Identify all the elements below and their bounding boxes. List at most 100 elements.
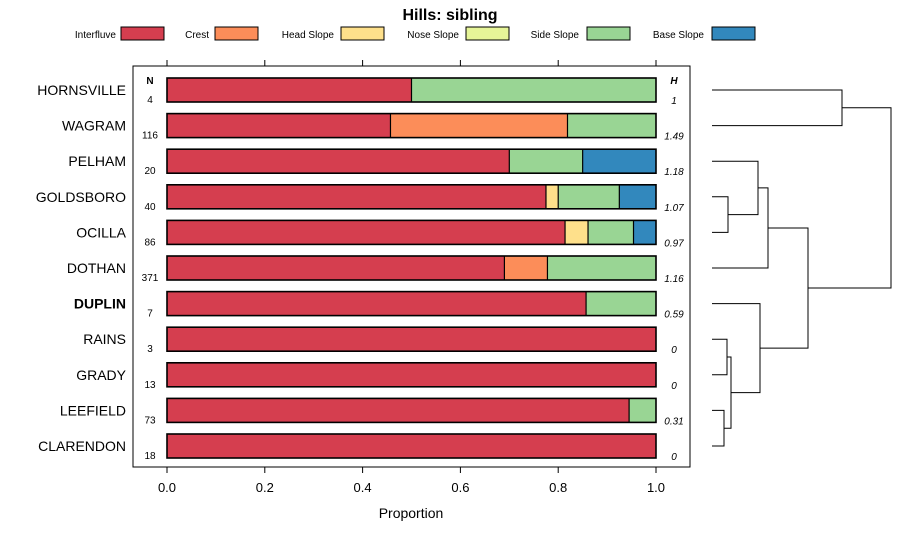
dendrogram-branch (712, 89, 843, 127)
h-value: 0.97 (664, 238, 684, 249)
dendrogram-branch (760, 227, 809, 349)
h-value: 0 (671, 381, 677, 392)
bar-outline (166, 397, 657, 424)
bar-outline (166, 361, 657, 388)
bar-row: LEEFIELD 73 0.31 (60, 397, 684, 427)
bar-segment-side-slope (567, 113, 656, 138)
bar-segment-base-slope (633, 220, 656, 245)
legend-swatch (465, 26, 510, 41)
category-label: RAINS (83, 331, 126, 347)
bar-row: HORNSVILLE 4 1 (37, 77, 677, 107)
legend-label: Nose Slope (407, 30, 459, 41)
legend-swatch (340, 26, 385, 41)
bar-segment-interfluve (167, 291, 587, 316)
n-value: 13 (144, 380, 156, 391)
n-column-header: N (146, 76, 153, 87)
plot-frame (132, 65, 691, 468)
bar-outline (166, 219, 657, 246)
bar-outline (166, 77, 657, 103)
legend-swatch (586, 26, 631, 41)
category-label: DOTHAN (67, 260, 126, 276)
x-tick-label: 0.8 (549, 480, 567, 495)
h-value: 0 (671, 452, 677, 463)
bar-segment-crest (504, 256, 548, 280)
bar-outline (166, 326, 657, 353)
bar-row: DUPLIN 7 0.59 (74, 290, 684, 321)
bar-segment-side-slope (547, 256, 656, 280)
bar-segment-side-slope (558, 184, 620, 209)
dendrogram-branch (712, 187, 769, 269)
h-value: 0 (671, 345, 677, 356)
n-value: 73 (144, 415, 156, 426)
h-value: 1.16 (664, 274, 684, 285)
h-column-header: H (670, 76, 678, 87)
bar-segment-interfluve (167, 220, 566, 245)
dendrogram-branch (712, 196, 729, 233)
h-value: 0.31 (664, 416, 683, 427)
legend-label: Interfluve (75, 30, 117, 41)
legend-label: Side Slope (531, 30, 580, 41)
bar-row: OCILLA 86 0.97 (76, 219, 684, 249)
h-value: 1.18 (664, 167, 684, 178)
x-tick-label: 0.0 (158, 480, 176, 495)
legend-swatch (120, 26, 165, 41)
legend-label: Head Slope (282, 30, 335, 41)
bar-segment-head-slope (565, 220, 589, 245)
bar-row: PELHAM 20 1.18 (68, 148, 684, 178)
bar-segment-interfluve (167, 78, 412, 102)
bar-segment-side-slope (586, 291, 656, 316)
bar-segment-interfluve (167, 256, 505, 280)
n-value: 18 (144, 451, 156, 462)
x-axis-label: Proportion (379, 505, 444, 521)
legend: Interfluve Crest Head Slope Nose Slope Side … (75, 26, 756, 41)
bar-segment-side-slope (411, 78, 656, 102)
bar-segment-interfluve (167, 362, 656, 387)
legend-label: Crest (185, 30, 209, 41)
bar-segment-interfluve (167, 398, 630, 423)
bar-outline (166, 184, 657, 210)
n-value: 3 (147, 344, 153, 355)
category-label: CLARENDON (38, 438, 126, 454)
bar-row: CLARENDON 18 0 (38, 433, 677, 463)
bar-outline (166, 112, 657, 139)
bar-row: GRADY 13 0 (76, 361, 677, 392)
bar-segment-base-slope (619, 184, 656, 209)
h-value: 1.49 (664, 132, 684, 143)
bar-segment-interfluve (167, 184, 546, 209)
n-value: 4 (147, 95, 153, 106)
category-label: WAGRAM (62, 118, 126, 134)
bar-segment-interfluve (167, 327, 656, 352)
x-tick-label: 0.2 (256, 480, 274, 495)
legend-swatch (711, 26, 756, 41)
bar-rows: HORNSVILLE 4 1 WAGRAM 116 1.49 PELHAM 20 1.18 GOL… (36, 77, 684, 463)
category-label: OCILLA (76, 224, 126, 240)
n-value: 20 (144, 166, 156, 177)
bar-outline (166, 290, 657, 317)
bar-outline (166, 148, 657, 174)
bar-segment-base-slope (582, 149, 656, 174)
x-axis: 0.0 0.2 0.4 0.6 0.8 1.0 (158, 60, 665, 495)
bar-row: GOLDSBORO 40 1.07 (36, 184, 684, 214)
h-value: 0.59 (664, 310, 684, 321)
dendrogram (712, 89, 892, 447)
dendrogram-branch (712, 409, 725, 447)
bar-segment-side-slope (509, 149, 583, 174)
n-value: 116 (142, 131, 158, 142)
category-label: PELHAM (68, 153, 126, 169)
bar-row: WAGRAM 116 1.49 (62, 112, 684, 143)
n-value: 86 (144, 237, 156, 248)
category-label: GOLDSBORO (36, 189, 126, 205)
dendrogram-branch (712, 160, 759, 216)
bar-segment-side-slope (629, 398, 656, 423)
x-tick-label: 0.6 (451, 480, 469, 495)
n-value: 40 (144, 202, 156, 213)
bar-segment-interfluve (167, 434, 656, 458)
chart-title: Hills: sibling (402, 7, 497, 24)
bar-segment-side-slope (588, 220, 634, 245)
x-tick-label: 0.4 (354, 480, 372, 495)
category-label: LEEFIELD (60, 402, 126, 418)
bar-outline (166, 255, 657, 281)
legend-label: Base Slope (653, 30, 705, 41)
dendrogram-branch (712, 338, 728, 376)
